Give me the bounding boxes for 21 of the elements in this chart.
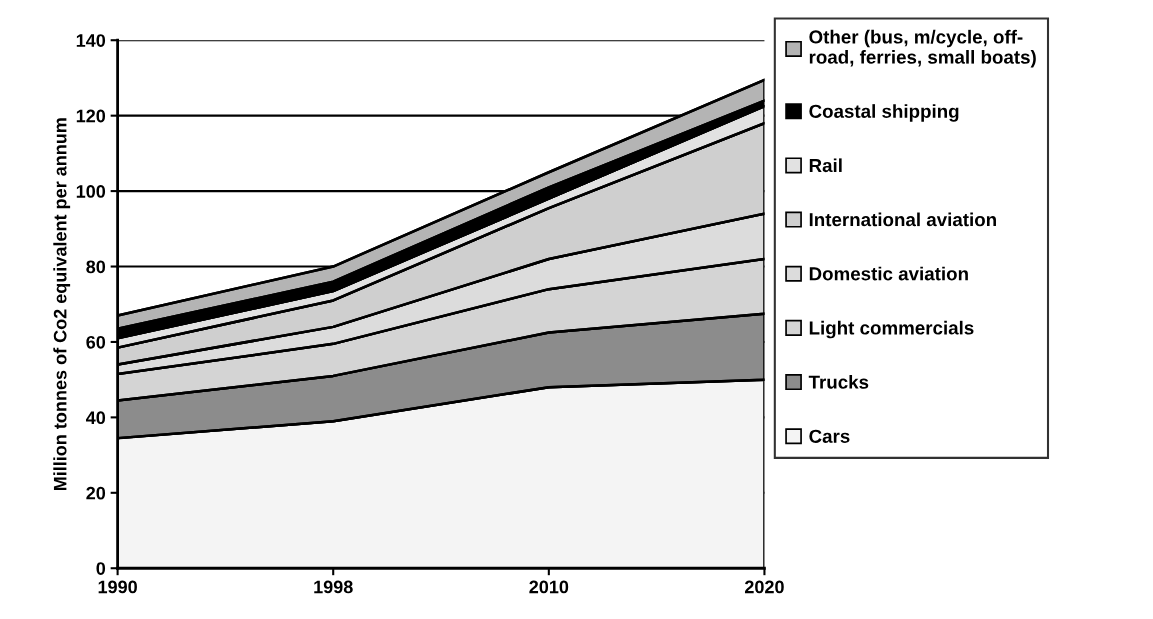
legend-label: Other (bus, m/cycle, off- road, ferries, small boats) xyxy=(809,29,1036,68)
x-tick-label: 1990 xyxy=(98,580,137,594)
x-tick-label: 2010 xyxy=(529,580,569,594)
x-tick-label: 1998 xyxy=(314,580,353,594)
y-tick-label: 40 xyxy=(85,411,106,425)
y-tick-label: 60 xyxy=(86,335,106,349)
y-tick-label: 0 xyxy=(96,562,106,575)
legend-label: Light commercials xyxy=(809,320,974,339)
legend-label: Coastal shipping xyxy=(809,104,959,122)
x-tick-label: 2020 xyxy=(744,580,784,594)
legend-label: Rail xyxy=(809,158,842,173)
legend-label: International aviation xyxy=(809,212,996,227)
y-tick-label: 20 xyxy=(86,486,106,500)
legend-label: Cars xyxy=(809,429,850,443)
legend-label: Domestic aviation xyxy=(809,266,968,281)
y-tick-label: 80 xyxy=(86,260,106,274)
legend-label: Trucks xyxy=(808,375,869,389)
y-tick-label: 140 xyxy=(76,34,106,47)
y-axis-title: Million tonnes of Co2 equivalent per annum xyxy=(53,118,71,491)
y-tick-label: 100 xyxy=(76,185,106,198)
y-tick-label: 120 xyxy=(76,109,106,123)
